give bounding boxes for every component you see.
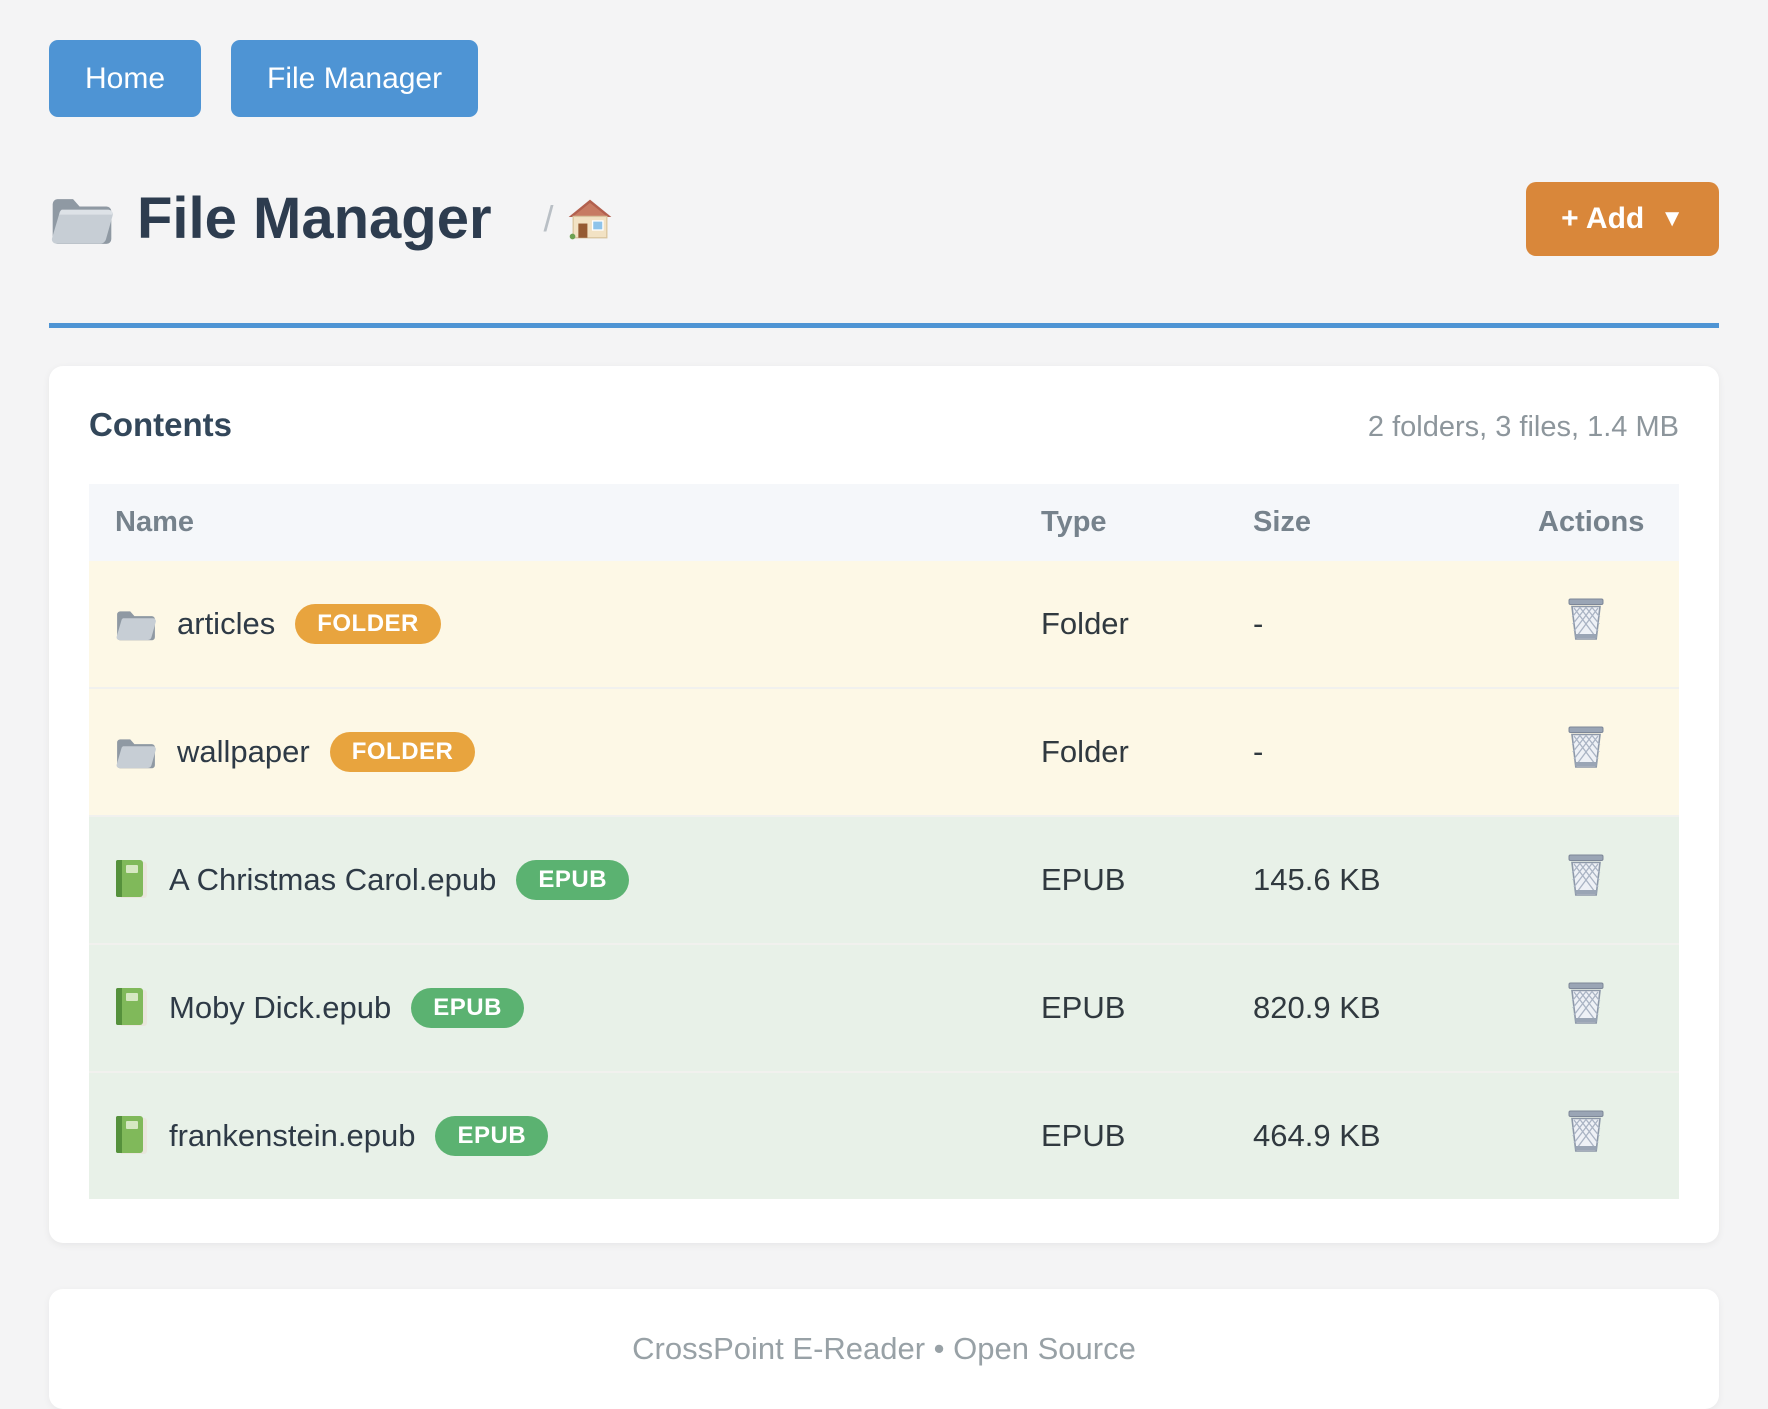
- page-title: File Manager: [137, 186, 492, 251]
- item-name: articles: [177, 606, 276, 641]
- delete-button[interactable]: [1566, 982, 1606, 1026]
- folder-icon: [115, 606, 157, 643]
- item-type: EPUB: [1041, 990, 1126, 1025]
- item-size: -: [1253, 734, 1264, 769]
- breadcrumb-home-link[interactable]: [568, 198, 612, 240]
- nav-button-home[interactable]: Home: [49, 40, 202, 117]
- item-size: 820.9 KB: [1253, 990, 1381, 1025]
- file-table: Name Type Size Actions articles FOLDER: [89, 484, 1679, 1199]
- item-name: Moby Dick.epub: [169, 990, 392, 1025]
- delete-button[interactable]: [1566, 598, 1606, 642]
- table-row: A Christmas Carol.epub EPUB EPUB 145.6 K…: [89, 816, 1679, 944]
- item-name: wallpaper: [177, 734, 310, 769]
- item-name: frankenstein.epub: [169, 1118, 416, 1153]
- epub-badge: EPUB: [435, 1116, 549, 1156]
- folder-icon: [115, 734, 157, 771]
- table-row: wallpaper FOLDER Folder -: [89, 688, 1679, 816]
- folder-badge: FOLDER: [329, 732, 476, 772]
- item-size: 464.9 KB: [1253, 1118, 1381, 1153]
- contents-card: Contents 2 folders, 3 files, 1.4 MB Name…: [49, 366, 1719, 1243]
- folder-badge: FOLDER: [295, 604, 441, 644]
- item-size: -: [1253, 606, 1264, 641]
- contents-summary: 2 folders, 3 files, 1.4 MB: [1367, 411, 1679, 443]
- item-link-wallpaper[interactable]: wallpaper FOLDER: [89, 732, 1041, 772]
- trash-icon: [1566, 982, 1606, 1026]
- book-icon: [115, 860, 149, 900]
- footer-text: CrossPoint E-Reader • Open Source: [632, 1331, 1136, 1366]
- nav-button-file-manager[interactable]: File Manager: [231, 40, 479, 117]
- delete-button[interactable]: [1566, 1110, 1606, 1154]
- trash-icon: [1566, 1110, 1606, 1154]
- table-row: articles FOLDER Folder -: [89, 561, 1679, 688]
- epub-badge: EPUB: [516, 860, 630, 900]
- page-header: File Manager /: [49, 179, 1719, 328]
- column-header-name: Name: [89, 484, 1041, 561]
- trash-icon: [1566, 726, 1606, 770]
- breadcrumb-separator: /: [543, 198, 554, 239]
- item-name: A Christmas Carol.epub: [169, 862, 497, 897]
- caret-down-icon: ▼: [1660, 205, 1684, 232]
- contents-title: Contents: [89, 406, 232, 443]
- item-link-articles[interactable]: articles FOLDER: [89, 604, 1041, 644]
- column-header-actions: Actions: [1538, 484, 1679, 561]
- item-type: Folder: [1041, 734, 1129, 769]
- home-icon: [568, 198, 612, 240]
- contents-card-header: Contents 2 folders, 3 files, 1.4 MB: [89, 406, 1679, 444]
- item-size: 145.6 KB: [1253, 862, 1381, 897]
- column-header-size: Size: [1253, 484, 1538, 561]
- footer: CrossPoint E-Reader • Open Source: [49, 1289, 1719, 1409]
- book-icon: [115, 988, 149, 1028]
- trash-icon: [1566, 854, 1606, 898]
- add-button-label: + Add: [1561, 202, 1645, 235]
- column-header-type: Type: [1041, 484, 1253, 561]
- title-group: File Manager /: [49, 179, 612, 259]
- add-button[interactable]: + Add ▼: [1526, 182, 1719, 256]
- book-icon: [115, 1116, 149, 1156]
- item-link-christmas-carol[interactable]: A Christmas Carol.epub EPUB: [89, 860, 1041, 900]
- delete-button[interactable]: [1566, 854, 1606, 898]
- item-type: EPUB: [1041, 862, 1126, 897]
- table-row: frankenstein.epub EPUB EPUB 464.9 KB: [89, 1072, 1679, 1199]
- item-link-frankenstein[interactable]: frankenstein.epub EPUB: [89, 1116, 1041, 1156]
- item-link-moby-dick[interactable]: Moby Dick.epub EPUB: [89, 988, 1041, 1028]
- item-type: EPUB: [1041, 1118, 1126, 1153]
- folder-icon: [49, 191, 115, 248]
- top-nav: Home File Manager: [49, 40, 1719, 117]
- trash-icon: [1566, 598, 1606, 642]
- delete-button[interactable]: [1566, 726, 1606, 770]
- table-header-row: Name Type Size Actions: [89, 484, 1679, 561]
- item-type: Folder: [1041, 606, 1129, 641]
- table-row: Moby Dick.epub EPUB EPUB 820.9 KB: [89, 944, 1679, 1072]
- breadcrumb: /: [544, 198, 612, 240]
- epub-badge: EPUB: [411, 988, 524, 1028]
